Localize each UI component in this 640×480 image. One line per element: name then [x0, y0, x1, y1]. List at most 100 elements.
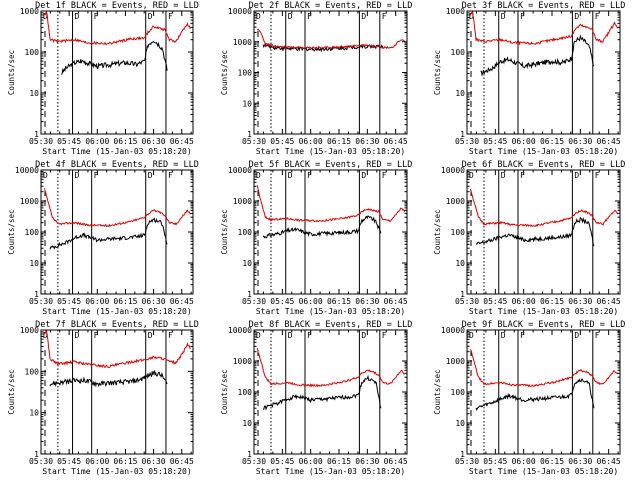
- y-tick-label: 1000: [446, 357, 465, 366]
- y-tick-label: 100: [25, 48, 40, 57]
- x-tick-label: 06:15: [113, 297, 137, 306]
- y-axis-label: Counts/sec: [220, 369, 229, 414]
- series-line-lld: [44, 330, 191, 369]
- x-tick-label: 06:45: [170, 297, 194, 306]
- x-tick-label: 06:00: [85, 297, 109, 306]
- marker-flag-letter: F: [382, 12, 387, 21]
- y-tick-label: 1000: [233, 38, 252, 47]
- series-line-events: [262, 374, 382, 411]
- y-tick-label: 1: [34, 130, 39, 139]
- panel-title: Det 6f BLACK = Events, RED = LLD: [462, 160, 626, 170]
- series-line-lld: [44, 10, 191, 46]
- plot-frame: [466, 329, 621, 455]
- x-tick-label: 05:45: [483, 137, 507, 146]
- marker-flag-letter: F: [307, 331, 312, 340]
- marker-flag-letter: F: [307, 12, 312, 21]
- y-tick-label: 10000: [228, 326, 252, 335]
- x-tick-label: 06:30: [355, 457, 379, 466]
- series-line-events: [49, 217, 168, 250]
- x-axis-label: Start Time (15-Jan-03 05:18:20): [256, 467, 405, 476]
- x-tick-label: 06:15: [327, 457, 351, 466]
- y-tick-label: 1: [247, 290, 252, 299]
- y-tick-label: 10: [455, 419, 465, 428]
- x-tick-label: 06:45: [597, 297, 621, 306]
- y-tick-label: 1: [460, 130, 465, 139]
- x-tick-label: 06:00: [512, 297, 536, 306]
- x-tick-label: 06:15: [327, 137, 351, 146]
- marker-flag-letter: F: [307, 171, 312, 180]
- y-tick-label: 100: [238, 388, 253, 397]
- x-tick-label: 06:15: [540, 297, 564, 306]
- x-tick-label: 05:45: [270, 297, 294, 306]
- y-tick-label: 1: [247, 450, 252, 459]
- marker-flag-letter: D: [256, 331, 261, 340]
- marker-flag-letter: D: [256, 171, 261, 180]
- marker-flag-letter: F: [595, 171, 600, 180]
- marker-flag-letter: D: [469, 12, 474, 21]
- series-line-events: [475, 378, 595, 412]
- y-axis-label: Counts/sec: [7, 209, 16, 254]
- plot-frame: [40, 329, 194, 455]
- x-tick-label: 06:00: [512, 457, 536, 466]
- marker-flag-letter: D: [43, 331, 48, 340]
- series-line-events: [49, 369, 168, 388]
- series-line-lld: [256, 185, 406, 223]
- marker-flag-letter: F: [595, 12, 600, 21]
- y-tick-label: 100: [25, 367, 40, 376]
- y-tick-label: 1000: [20, 197, 39, 206]
- x-tick-label: 05:45: [270, 457, 294, 466]
- marker-flag-letter: F: [94, 171, 99, 180]
- x-tick-label: 06:45: [384, 457, 408, 466]
- x-tick-label: 06:00: [299, 137, 323, 146]
- y-axis-label: Counts/sec: [433, 50, 442, 95]
- y-tick-label: 100: [451, 228, 466, 237]
- x-tick-label: 06:45: [170, 457, 194, 466]
- marker-flag-letter: D: [501, 12, 506, 21]
- series-line-events: [262, 215, 382, 239]
- x-tick-label: 05:30: [29, 457, 53, 466]
- marker-flag-letter: F: [595, 331, 600, 340]
- y-tick-label: 10: [29, 89, 39, 98]
- marker-flag-letter: D: [469, 331, 474, 340]
- x-tick-label: 06:15: [113, 137, 137, 146]
- plot-frame: [466, 10, 621, 135]
- panel-title: Det 7f BLACK = Events, RED = LLD: [35, 320, 199, 330]
- x-tick-label: 06:45: [384, 297, 408, 306]
- y-tick-label: 10: [29, 409, 39, 418]
- panel-title: Det 8f BLACK = Events, RED = LLD: [249, 320, 413, 330]
- y-axis-label: Counts/sec: [433, 209, 442, 254]
- x-tick-label: 06:45: [597, 457, 621, 466]
- marker-flag-letter: F: [382, 331, 387, 340]
- x-tick-label: 06:45: [384, 137, 408, 146]
- y-tick-label: 10: [242, 419, 252, 428]
- marker-flag-letter: D: [148, 12, 153, 21]
- marker-flag-letter: D: [75, 12, 80, 21]
- x-axis-label: Start Time (15-Jan-03 05:18:20): [469, 467, 618, 476]
- series-line-lld: [469, 188, 619, 228]
- marker-flag-letter: F: [520, 331, 525, 340]
- marker-flag-letter: F: [382, 171, 387, 180]
- series-line-lld: [256, 348, 405, 388]
- marker-flag-letter: D: [501, 171, 506, 180]
- x-tick-label: 05:30: [29, 137, 53, 146]
- marker-flag-letter: D: [574, 171, 579, 180]
- x-tick-label: 06:30: [142, 457, 166, 466]
- y-tick-label: 10: [29, 259, 39, 268]
- x-tick-label: 05:30: [455, 137, 479, 146]
- y-tick-label: 10: [242, 259, 252, 268]
- marker-flag-letter: D: [288, 171, 293, 180]
- plot-frame: [466, 169, 621, 295]
- plot-frame: [253, 169, 408, 295]
- series-line-lld: [43, 188, 191, 228]
- marker-flag-letter: D: [75, 331, 80, 340]
- x-tick-label: 06:15: [540, 457, 564, 466]
- marker-flag-letter: D: [148, 331, 153, 340]
- y-tick-label: 10: [242, 99, 252, 108]
- plot-frame: [253, 10, 408, 135]
